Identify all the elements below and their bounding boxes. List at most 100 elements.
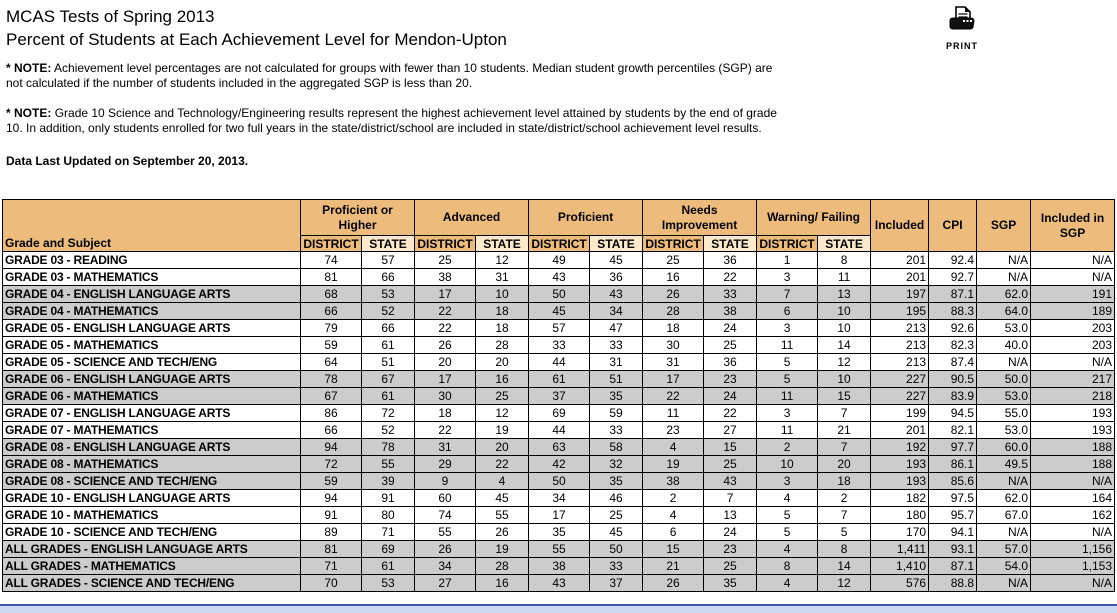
summary-cell: 188 [1030, 438, 1115, 456]
percent-cell: 55 [475, 506, 530, 524]
print-button-label: PRINT [946, 41, 978, 51]
table-row: GRADE 10 - SCIENCE AND TECH/ENG 89 71 55 26… [2, 523, 1115, 541]
summary-cell: 227 [870, 387, 930, 405]
percent-cell: 33 [528, 336, 591, 354]
table-row: GRADE 10 - MATHEMATICS 91 80 74 55 17 25 4 13 5 7… [2, 506, 1115, 524]
percent-cell: 3 [756, 404, 819, 422]
summary-cell: 95.7 [928, 506, 978, 524]
percent-cell: 11 [756, 387, 819, 405]
percent-cell: 10 [475, 285, 530, 303]
summary-cell: 85.6 [928, 472, 978, 490]
percent-cell: 61 [360, 557, 416, 575]
percent-cell: 6 [756, 302, 819, 320]
percent-cell: 5 [756, 353, 819, 371]
percent-cell: 23 [642, 421, 705, 439]
percent-cell: 43 [703, 472, 758, 490]
percent-cell: 53 [360, 574, 416, 592]
percent-cell: 36 [589, 268, 644, 286]
percent-cell: 33 [589, 336, 644, 354]
percent-cell: 22 [642, 387, 705, 405]
summary-cell: 93.1 [928, 540, 978, 558]
print-button[interactable]: PRINT [941, 4, 983, 51]
summary-cell: 1,411 [870, 540, 930, 558]
percent-cell: 25 [589, 506, 644, 524]
summary-cell: 87.1 [928, 557, 978, 575]
percent-cell: 61 [360, 387, 416, 405]
row-label: ALL GRADES - MATHEMATICS [2, 557, 301, 575]
percent-cell: 66 [300, 302, 362, 320]
percent-cell: 12 [475, 404, 530, 422]
column-header-included: Included [870, 199, 930, 252]
percent-cell: 7 [817, 506, 872, 524]
percent-cell: 94 [300, 438, 362, 456]
percent-cell: 10 [756, 455, 819, 473]
percent-cell: 7 [817, 438, 872, 456]
summary-cell: 164 [1030, 489, 1115, 507]
achievement-table: Grade and Subject Proficient or Higher A… [2, 199, 1115, 592]
table-row: GRADE 05 - SCIENCE AND TECH/ENG 64 51 20 20… [2, 353, 1115, 371]
percent-cell: 4 [475, 472, 530, 490]
percent-cell: 91 [300, 506, 362, 524]
subheader-state: STATE [817, 235, 872, 252]
percent-cell: 21 [817, 421, 872, 439]
column-header-included-in-sgp: Included in SGP [1030, 199, 1115, 252]
percent-cell: 11 [642, 404, 705, 422]
percent-cell: 14 [817, 557, 872, 575]
percent-cell: 12 [817, 353, 872, 371]
subheader-district: DISTRICT [528, 235, 591, 252]
percent-cell: 72 [360, 404, 416, 422]
percent-cell: 10 [817, 319, 872, 337]
percent-cell: 4 [756, 489, 819, 507]
row-label: GRADE 05 - SCIENCE AND TECH/ENG [2, 353, 301, 371]
subheader-state: STATE [589, 235, 644, 252]
percent-cell: 86 [300, 404, 362, 422]
column-header-grade-and-subject: Grade and Subject [2, 199, 301, 252]
percent-cell: 31 [589, 353, 644, 371]
row-label: GRADE 10 - SCIENCE AND TECH/ENG [2, 523, 301, 541]
table-row: ALL GRADES - SCIENCE AND TECH/ENG 70 53 27… [2, 574, 1115, 592]
percent-cell: 38 [642, 472, 705, 490]
summary-cell: 180 [870, 506, 930, 524]
summary-cell: 1,153 [1030, 557, 1115, 575]
percent-cell: 60 [414, 489, 477, 507]
percent-cell: 79 [300, 319, 362, 337]
subheader-state: STATE [703, 235, 758, 252]
percent-cell: 13 [703, 506, 758, 524]
percent-cell: 6 [642, 523, 705, 541]
percent-cell: 35 [528, 523, 591, 541]
percent-cell: 69 [360, 540, 416, 558]
percent-cell: 30 [414, 387, 477, 405]
percent-cell: 38 [703, 302, 758, 320]
percent-cell: 4 [642, 506, 705, 524]
percent-cell: 2 [756, 438, 819, 456]
percent-cell: 67 [360, 370, 416, 388]
percent-cell: 44 [528, 353, 591, 371]
percent-cell: 46 [589, 489, 644, 507]
summary-cell: 182 [870, 489, 930, 507]
summary-cell: 217 [1030, 370, 1115, 388]
note-1: * NOTE: Achievement level percentages ar… [6, 61, 788, 91]
summary-cell: N/A [976, 523, 1032, 541]
percent-cell: 33 [703, 285, 758, 303]
percent-cell: 57 [360, 251, 416, 269]
percent-cell: 23 [703, 540, 758, 558]
summary-cell: 82.3 [928, 336, 978, 354]
percent-cell: 66 [360, 268, 416, 286]
percent-cell: 11 [817, 268, 872, 286]
percent-cell: 7 [703, 489, 758, 507]
row-label: ALL GRADES - ENGLISH LANGUAGE ARTS [2, 540, 301, 558]
column-header-needs-improvement: Needs Improvement [642, 199, 758, 236]
percent-cell: 10 [817, 370, 872, 388]
summary-cell: N/A [1030, 353, 1115, 371]
summary-cell: N/A [1030, 574, 1115, 592]
percent-cell: 57 [528, 319, 591, 337]
percent-cell: 55 [414, 523, 477, 541]
row-label: GRADE 03 - MATHEMATICS [2, 268, 301, 286]
percent-cell: 23 [703, 370, 758, 388]
column-header-proficient-or-higher: Proficient or Higher [299, 199, 416, 236]
percent-cell: 43 [528, 268, 591, 286]
summary-cell: 60.0 [976, 438, 1032, 456]
percent-cell: 18 [642, 319, 705, 337]
summary-cell: 62.0 [976, 285, 1032, 303]
subheader-district: DISTRICT [756, 235, 819, 252]
